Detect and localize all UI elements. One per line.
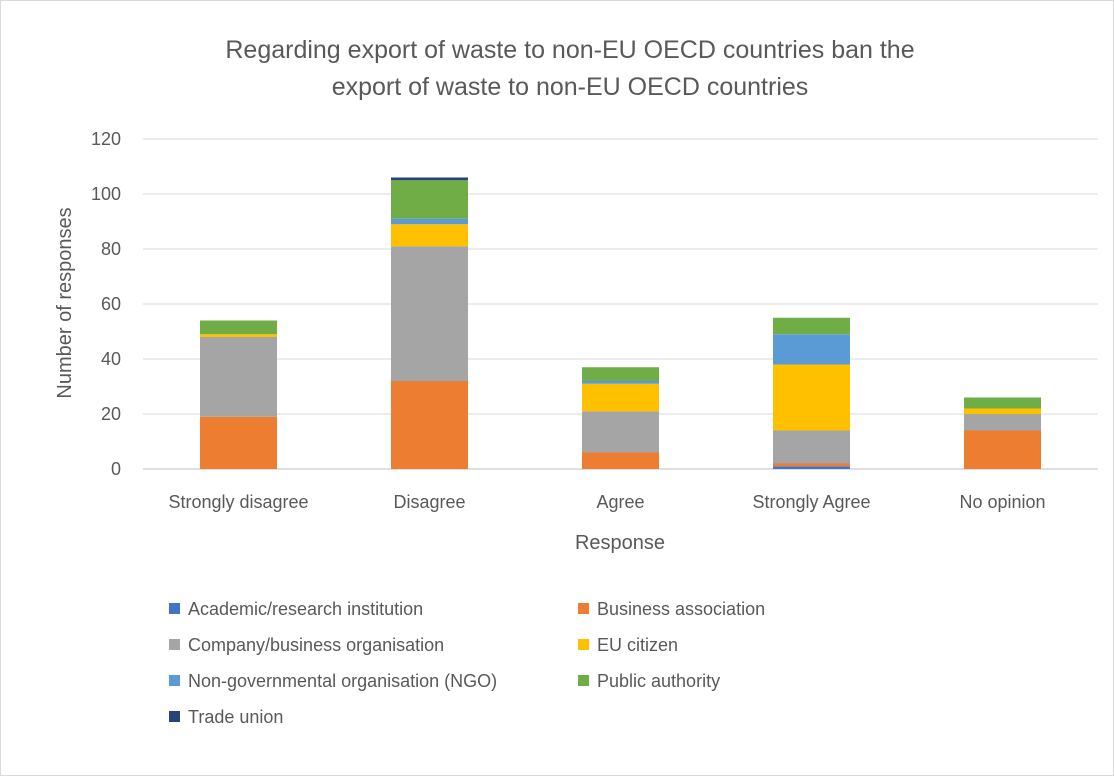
legend-label: Academic/research institution <box>188 599 423 619</box>
bar-segment <box>391 177 468 181</box>
legend-swatch <box>169 711 180 722</box>
bars <box>200 177 1041 469</box>
chart-title-line: Regarding export of waste to non-EU OECD… <box>225 36 914 64</box>
legend-swatch <box>578 675 589 686</box>
legend-label: EU citizen <box>597 635 678 655</box>
x-axis-ticks: Strongly disagree Disagree Agree Strongly A… <box>168 492 1045 512</box>
bar-segment <box>391 180 468 219</box>
chart-title: Regarding export of waste to non-EU OECD… <box>225 36 914 101</box>
bar-segment <box>582 411 659 453</box>
legend-swatch <box>578 603 589 614</box>
legend-label: Trade union <box>188 707 283 727</box>
bar-segment <box>773 466 850 469</box>
bar-segment <box>582 367 659 381</box>
y-tick-label: 120 <box>91 129 121 149</box>
bar-segment <box>582 383 659 412</box>
y-tick-label: 60 <box>101 294 121 314</box>
bar-segment <box>773 317 850 335</box>
bar-segment <box>964 430 1041 469</box>
x-tick-label: Agree <box>596 492 644 512</box>
bar-segment <box>391 218 468 225</box>
bar-segment <box>964 408 1041 414</box>
y-tick-label: 40 <box>101 349 121 369</box>
legend-swatch <box>169 603 180 614</box>
legend-swatch <box>578 639 589 650</box>
bar-segment <box>200 334 277 337</box>
x-tick-label: Disagree <box>393 492 465 512</box>
bar-segment <box>200 320 277 335</box>
bar-segment <box>200 337 277 417</box>
x-tick-label: No opinion <box>959 492 1045 512</box>
gridlines <box>143 138 1098 470</box>
legend-label: Non-governmental organisation (NGO) <box>188 671 497 691</box>
bar-segment <box>391 381 468 469</box>
bar-segment <box>964 397 1041 409</box>
bar-segment <box>391 246 468 381</box>
legend: Academic/research institution Business as… <box>169 599 765 727</box>
x-tick-label: Strongly Agree <box>752 492 870 512</box>
y-tick-label: 20 <box>101 404 121 424</box>
legend-label: Company/business organisation <box>188 635 444 655</box>
y-axis-ticks: 0 20 40 60 80 100 120 <box>91 129 121 479</box>
bar-segment <box>773 463 850 467</box>
bar-segment <box>964 414 1041 431</box>
bar-segment <box>582 381 659 384</box>
y-tick-label: 0 <box>111 459 121 479</box>
chart-title-line: export of waste to non-EU OECD countries <box>332 73 809 101</box>
bar-segment <box>773 364 850 431</box>
bar-segment <box>773 430 850 464</box>
bar-segment <box>582 452 659 469</box>
bar-segment <box>200 416 277 469</box>
legend-swatch <box>169 675 180 686</box>
legend-swatch <box>169 639 180 650</box>
bar-segment <box>391 224 468 247</box>
bar-segment <box>773 334 850 365</box>
x-tick-label: Strongly disagree <box>168 492 308 512</box>
y-tick-label: 80 <box>101 239 121 259</box>
legend-label: Public authority <box>597 671 720 691</box>
x-axis-title: Response <box>575 532 665 554</box>
y-tick-label: 100 <box>91 184 121 204</box>
legend-label: Business association <box>597 599 765 619</box>
y-axis-title: Number of responses <box>54 207 76 398</box>
